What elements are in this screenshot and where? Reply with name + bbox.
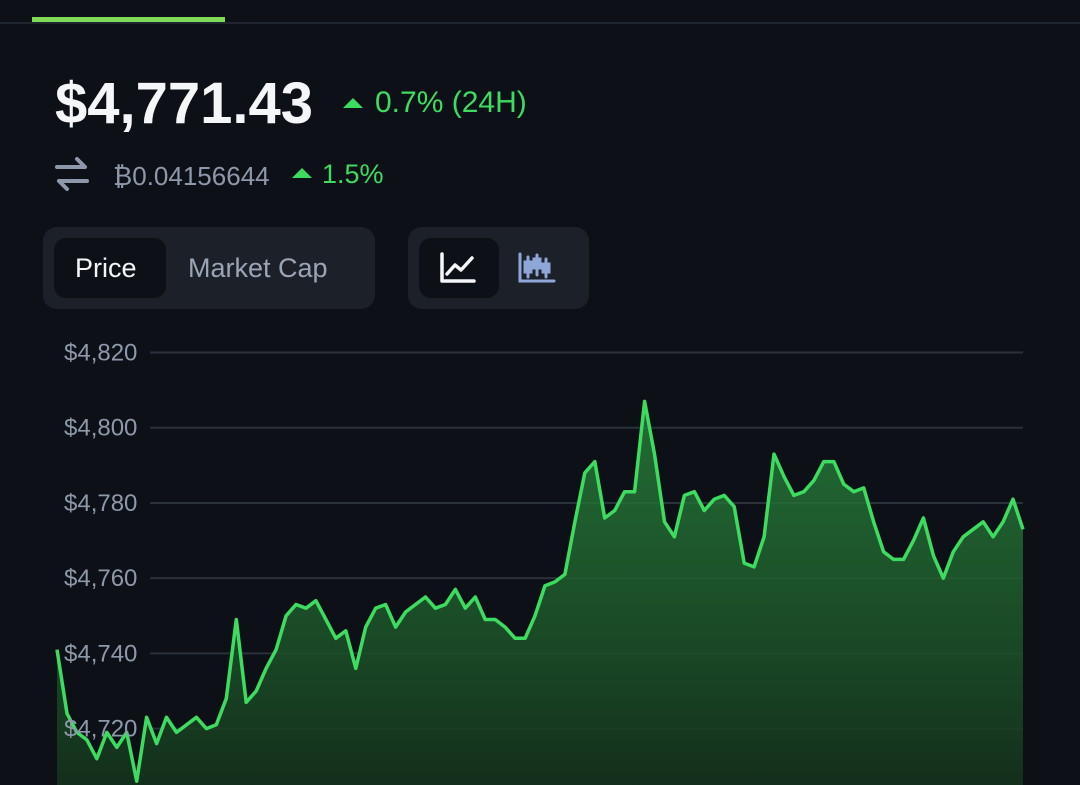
change-24h: 0.7% (24H) [375,86,527,119]
price: $4,771.43 [55,71,314,136]
up-arrow [292,168,312,178]
swap-icon [55,157,89,191]
price-line [55,399,1025,783]
btc-change: 1.5% [322,159,384,189]
y-tick-label: $4,800 [64,415,137,442]
up-arrow [343,98,363,108]
y-tick-label: $4,740 [64,640,137,667]
line-chart-icon [440,252,476,283]
market-cap-tab[interactable]: Market Cap [188,253,328,283]
tab-divider [0,22,1080,24]
price-tab[interactable]: Price [75,253,137,283]
selected-bg [54,238,166,298]
y-tick-label: $4,820 [64,340,137,367]
y-tick-label: $4,780 [64,490,137,517]
area-fill [57,401,1023,785]
active-tab-indicator [32,17,225,22]
btc-price: ₿0.04156644 [113,161,270,191]
y-tick-label: $4,720 [64,716,137,743]
y-tick-label: $4,760 [64,565,137,592]
candle-chart-icon[interactable] [518,252,556,284]
